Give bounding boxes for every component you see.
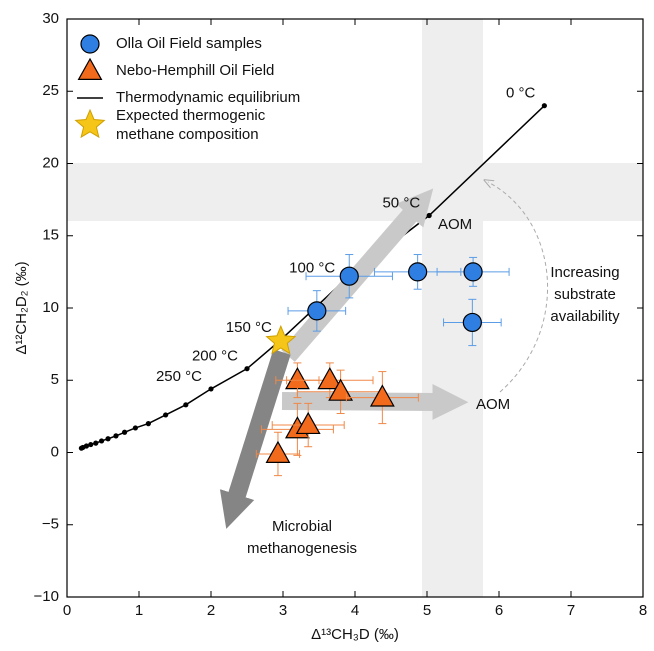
temperature-label: 50 °C: [382, 194, 420, 211]
point: [317, 367, 343, 390]
point: [463, 262, 483, 282]
y-tick-label: 25: [42, 82, 59, 99]
x-tick-label: 3: [279, 602, 287, 619]
legend-label: Thermodynamic equilibrium: [116, 89, 300, 106]
x-tick-label: 2: [207, 602, 215, 619]
temperature-label: 0 °C: [506, 85, 536, 102]
band: [422, 19, 483, 597]
temperature-label: 100 °C: [289, 260, 335, 277]
legend-marker: [77, 57, 103, 81]
x-axis-label: Δ¹³CH₃D (‰): [311, 626, 399, 643]
band: [67, 163, 643, 221]
equilibrium-point: [244, 366, 250, 372]
temperature-label: 200 °C: [192, 348, 238, 365]
equilibrium-point: [132, 425, 138, 431]
annotation: Increasing: [550, 264, 619, 281]
x-tick-label: 6: [495, 602, 503, 619]
y-tick-label: 5: [51, 371, 59, 388]
point: [307, 301, 327, 321]
annotation: methanogenesis: [247, 540, 357, 557]
equilibrium-point: [78, 445, 84, 451]
point: [295, 411, 321, 435]
annotation: availability: [550, 308, 620, 325]
x-tick-label: 7: [567, 602, 575, 619]
legend-label: Nebo-Hemphill Oil Field: [116, 62, 274, 79]
y-axis-label: Δ¹²CH₂D₂ (‰): [13, 261, 30, 354]
equilibrium-point: [145, 421, 151, 427]
point: [339, 266, 359, 286]
point: [408, 262, 428, 282]
x-tick-label: 4: [351, 602, 359, 619]
legend-label: Expected thermogenic: [116, 107, 266, 124]
equilibrium-point: [105, 436, 111, 442]
arrow: [219, 349, 291, 529]
point: [369, 384, 395, 407]
annotation: Microbial: [272, 518, 332, 535]
equilibrium-point: [122, 429, 128, 435]
point: [462, 312, 482, 333]
temperature-label: 250 °C: [156, 368, 202, 385]
y-tick-label: 10: [42, 299, 59, 316]
y-tick-label: −5: [42, 516, 59, 533]
equilibrium-point: [113, 433, 119, 439]
y-tick-label: −10: [34, 588, 59, 605]
arrow: [281, 383, 469, 420]
x-tick-label: 0: [63, 602, 71, 619]
legend-marker: [80, 34, 100, 54]
equilibrium-point: [183, 402, 189, 408]
point: [265, 324, 297, 355]
x-tick-label: 8: [639, 602, 647, 619]
dashed-arrow: [488, 182, 549, 393]
annotation: substrate: [554, 286, 616, 303]
equilibrium-point: [98, 438, 105, 444]
equilibrium-point: [208, 386, 214, 392]
temperature-label: 150 °C: [226, 319, 272, 336]
legend-label: Olla Oil Field samples: [116, 35, 262, 52]
equilibrium-point: [88, 441, 94, 448]
annotation: AOM: [476, 396, 510, 413]
equilibrium-point: [426, 212, 432, 219]
point: [265, 440, 291, 463]
x-tick-label: 1: [135, 602, 143, 619]
y-tick-label: 0: [51, 443, 59, 460]
equilibrium-point: [93, 440, 99, 446]
annotation: AOM: [438, 216, 472, 233]
equilibrium-point: [541, 103, 547, 109]
equilibrium-point: [163, 412, 169, 418]
y-tick-label: 15: [42, 227, 59, 244]
y-tick-label: 30: [42, 10, 59, 27]
x-tick-label: 5: [423, 602, 431, 619]
y-tick-label: 20: [42, 154, 59, 171]
point: [284, 367, 310, 390]
legend-label: methane composition: [116, 126, 259, 143]
legend-marker: [74, 108, 106, 139]
